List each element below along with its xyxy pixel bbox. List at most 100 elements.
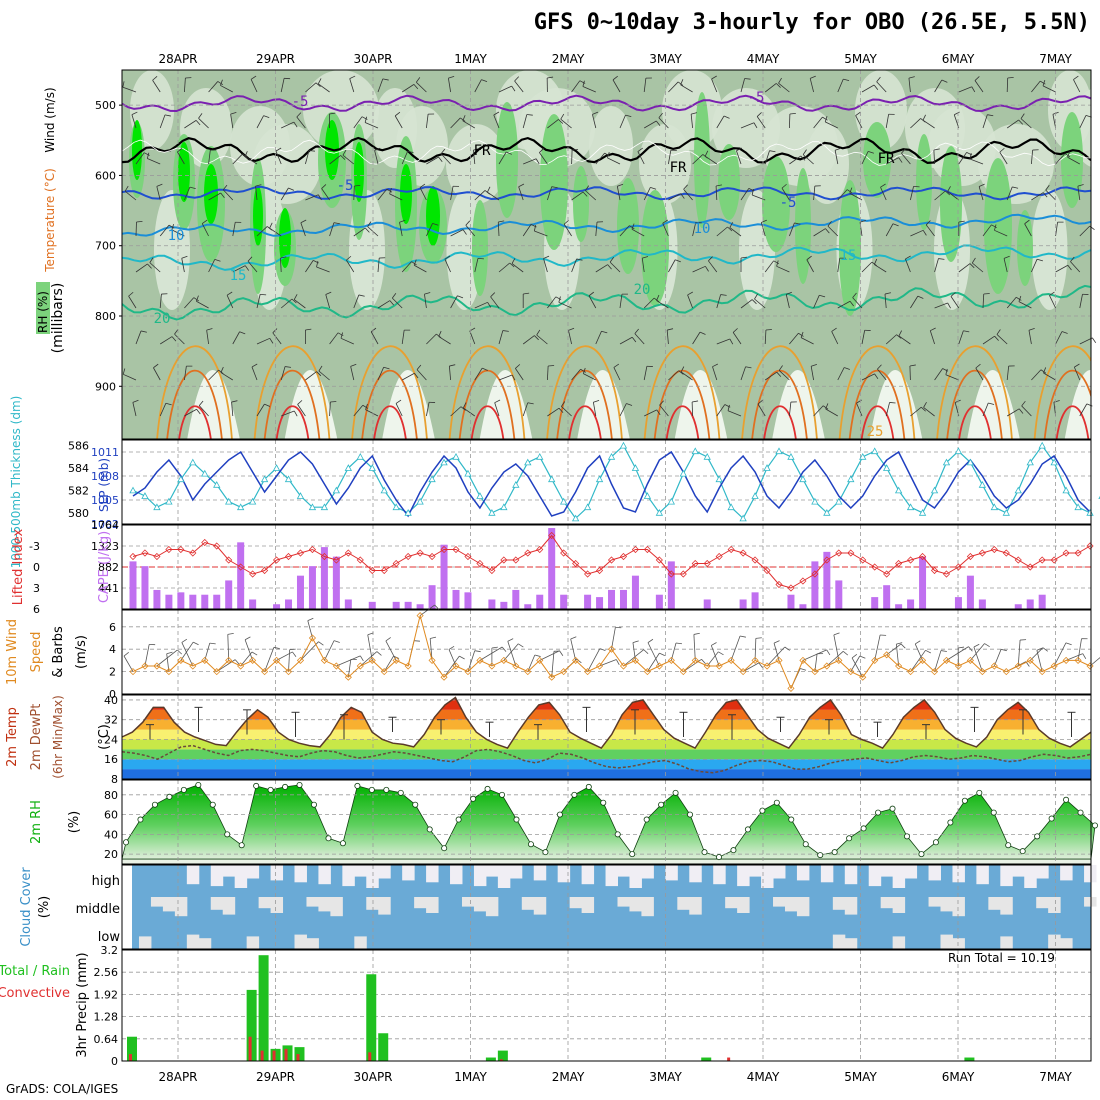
wind-barb-flag [761,219,767,223]
wind-barb [923,407,935,417]
cape-bar [404,601,412,609]
wind10-barb [216,659,236,672]
wind10-point [930,668,939,676]
wind-barb-flag [800,331,804,338]
thickness-point [823,508,831,516]
wind-barb [300,222,306,237]
wind-barb [571,258,577,273]
thickness-point [954,447,963,455]
thickness-point [751,492,759,499]
precip-total-bar [366,974,377,1061]
wind-barb [1028,330,1032,345]
wind-barb [487,191,500,201]
wind-barb [588,295,597,309]
thickness-point [1014,486,1022,494]
precip-ylabel: 3hr Precip (mm) [75,952,90,1057]
rh-mid-dry [446,190,483,310]
wind-barb-flag [827,221,832,227]
cloud-mid-gap [461,897,475,907]
wind10-barb [970,643,985,661]
wind-barb-flag [220,366,224,373]
thickness-point [213,480,221,488]
cloud-mid-gap [366,897,379,910]
date-label-top-5: 3MAY [649,52,682,66]
isotherm-20 [122,284,1091,321]
wind10-barb [324,640,335,661]
wind-barb-flag [753,122,758,129]
wind-barb-flag [407,150,414,154]
isotherm-label-13: 25 [867,424,884,440]
wind-barb [208,192,221,201]
wind-barb-flag [321,184,327,189]
cloud-mid-gap [725,897,738,909]
wind-barb [394,115,403,129]
wind10-ylabel-2: Speed [29,632,44,673]
cloud-high-gap [366,865,379,888]
lifted-index-point [428,552,436,561]
wind-barb [220,372,234,381]
lifted-index-point [1026,563,1034,571]
wind10-point [308,634,317,642]
wind10-barb [539,650,560,661]
rh-dry-plume [382,370,435,439]
lifted-index-point [368,566,376,575]
wind10-barb [670,642,677,661]
wind-barb [539,152,548,165]
wind-barb-flag [1028,327,1035,331]
rh-point [383,786,390,793]
slp-ytick-2: 1008 [91,470,119,483]
wind10-barb-flag [643,649,649,655]
wind-barb [885,223,894,237]
lifted-index-point [213,542,221,550]
wind-barb [305,150,310,165]
wind-barb [1024,223,1032,237]
cape-ylabel: CAPE (J/kg) [97,531,112,603]
wind10-point [392,656,400,664]
cloud-low-gap [1000,936,1013,949]
cloud-low-gap [186,934,200,949]
isotherm-25-day-0 [156,345,233,439]
wind-barb [813,228,826,237]
wind-barb [184,297,195,309]
wind-barb [885,402,890,417]
wind10-point [847,668,855,676]
lifted-index-point [440,545,448,554]
lifted-index-point [296,549,305,557]
wind-barb [877,368,887,381]
wind-barb-flag [983,293,990,295]
wind-barb-flag [892,223,899,227]
wind10-barb [276,651,293,661]
wind-barb-flag [588,291,595,297]
wind-barb-flag [846,189,853,194]
wind-barb-flag [316,261,319,268]
temp-band-3 [122,739,1091,750]
rh-point [629,851,636,858]
wind-barb [1042,85,1056,93]
lifted-index-point [261,566,269,575]
wind-barb [196,300,209,309]
cloud-low-gap [354,936,367,949]
temp-ytick-1: 16 [104,753,118,766]
lifted-index-point [703,559,711,568]
wind10-point [1014,662,1022,670]
rh-moist-cell [472,200,488,296]
wind-barb-flag [288,187,295,191]
wind-barb-flag [561,401,566,407]
wind10-barb-flag [896,642,903,645]
precip-total-bar [701,1057,712,1061]
wind10-barb-flag [518,643,524,648]
wind-barb [1003,258,1008,273]
cloud-high-gap [473,865,487,887]
wind-barb-flag [411,261,417,266]
date-label-bottom-7: 5MAY [844,1070,877,1084]
wind10-point [643,668,651,676]
wind-barb-flag [214,259,221,262]
wind-barb-flag [297,400,303,405]
cape-bar [332,556,340,609]
wind-barb-flag [625,114,632,118]
wind-barb-flag [727,404,730,411]
wind-barb [401,150,409,165]
cloud-high-gap [354,865,367,877]
wind-barb-flag [551,186,558,189]
